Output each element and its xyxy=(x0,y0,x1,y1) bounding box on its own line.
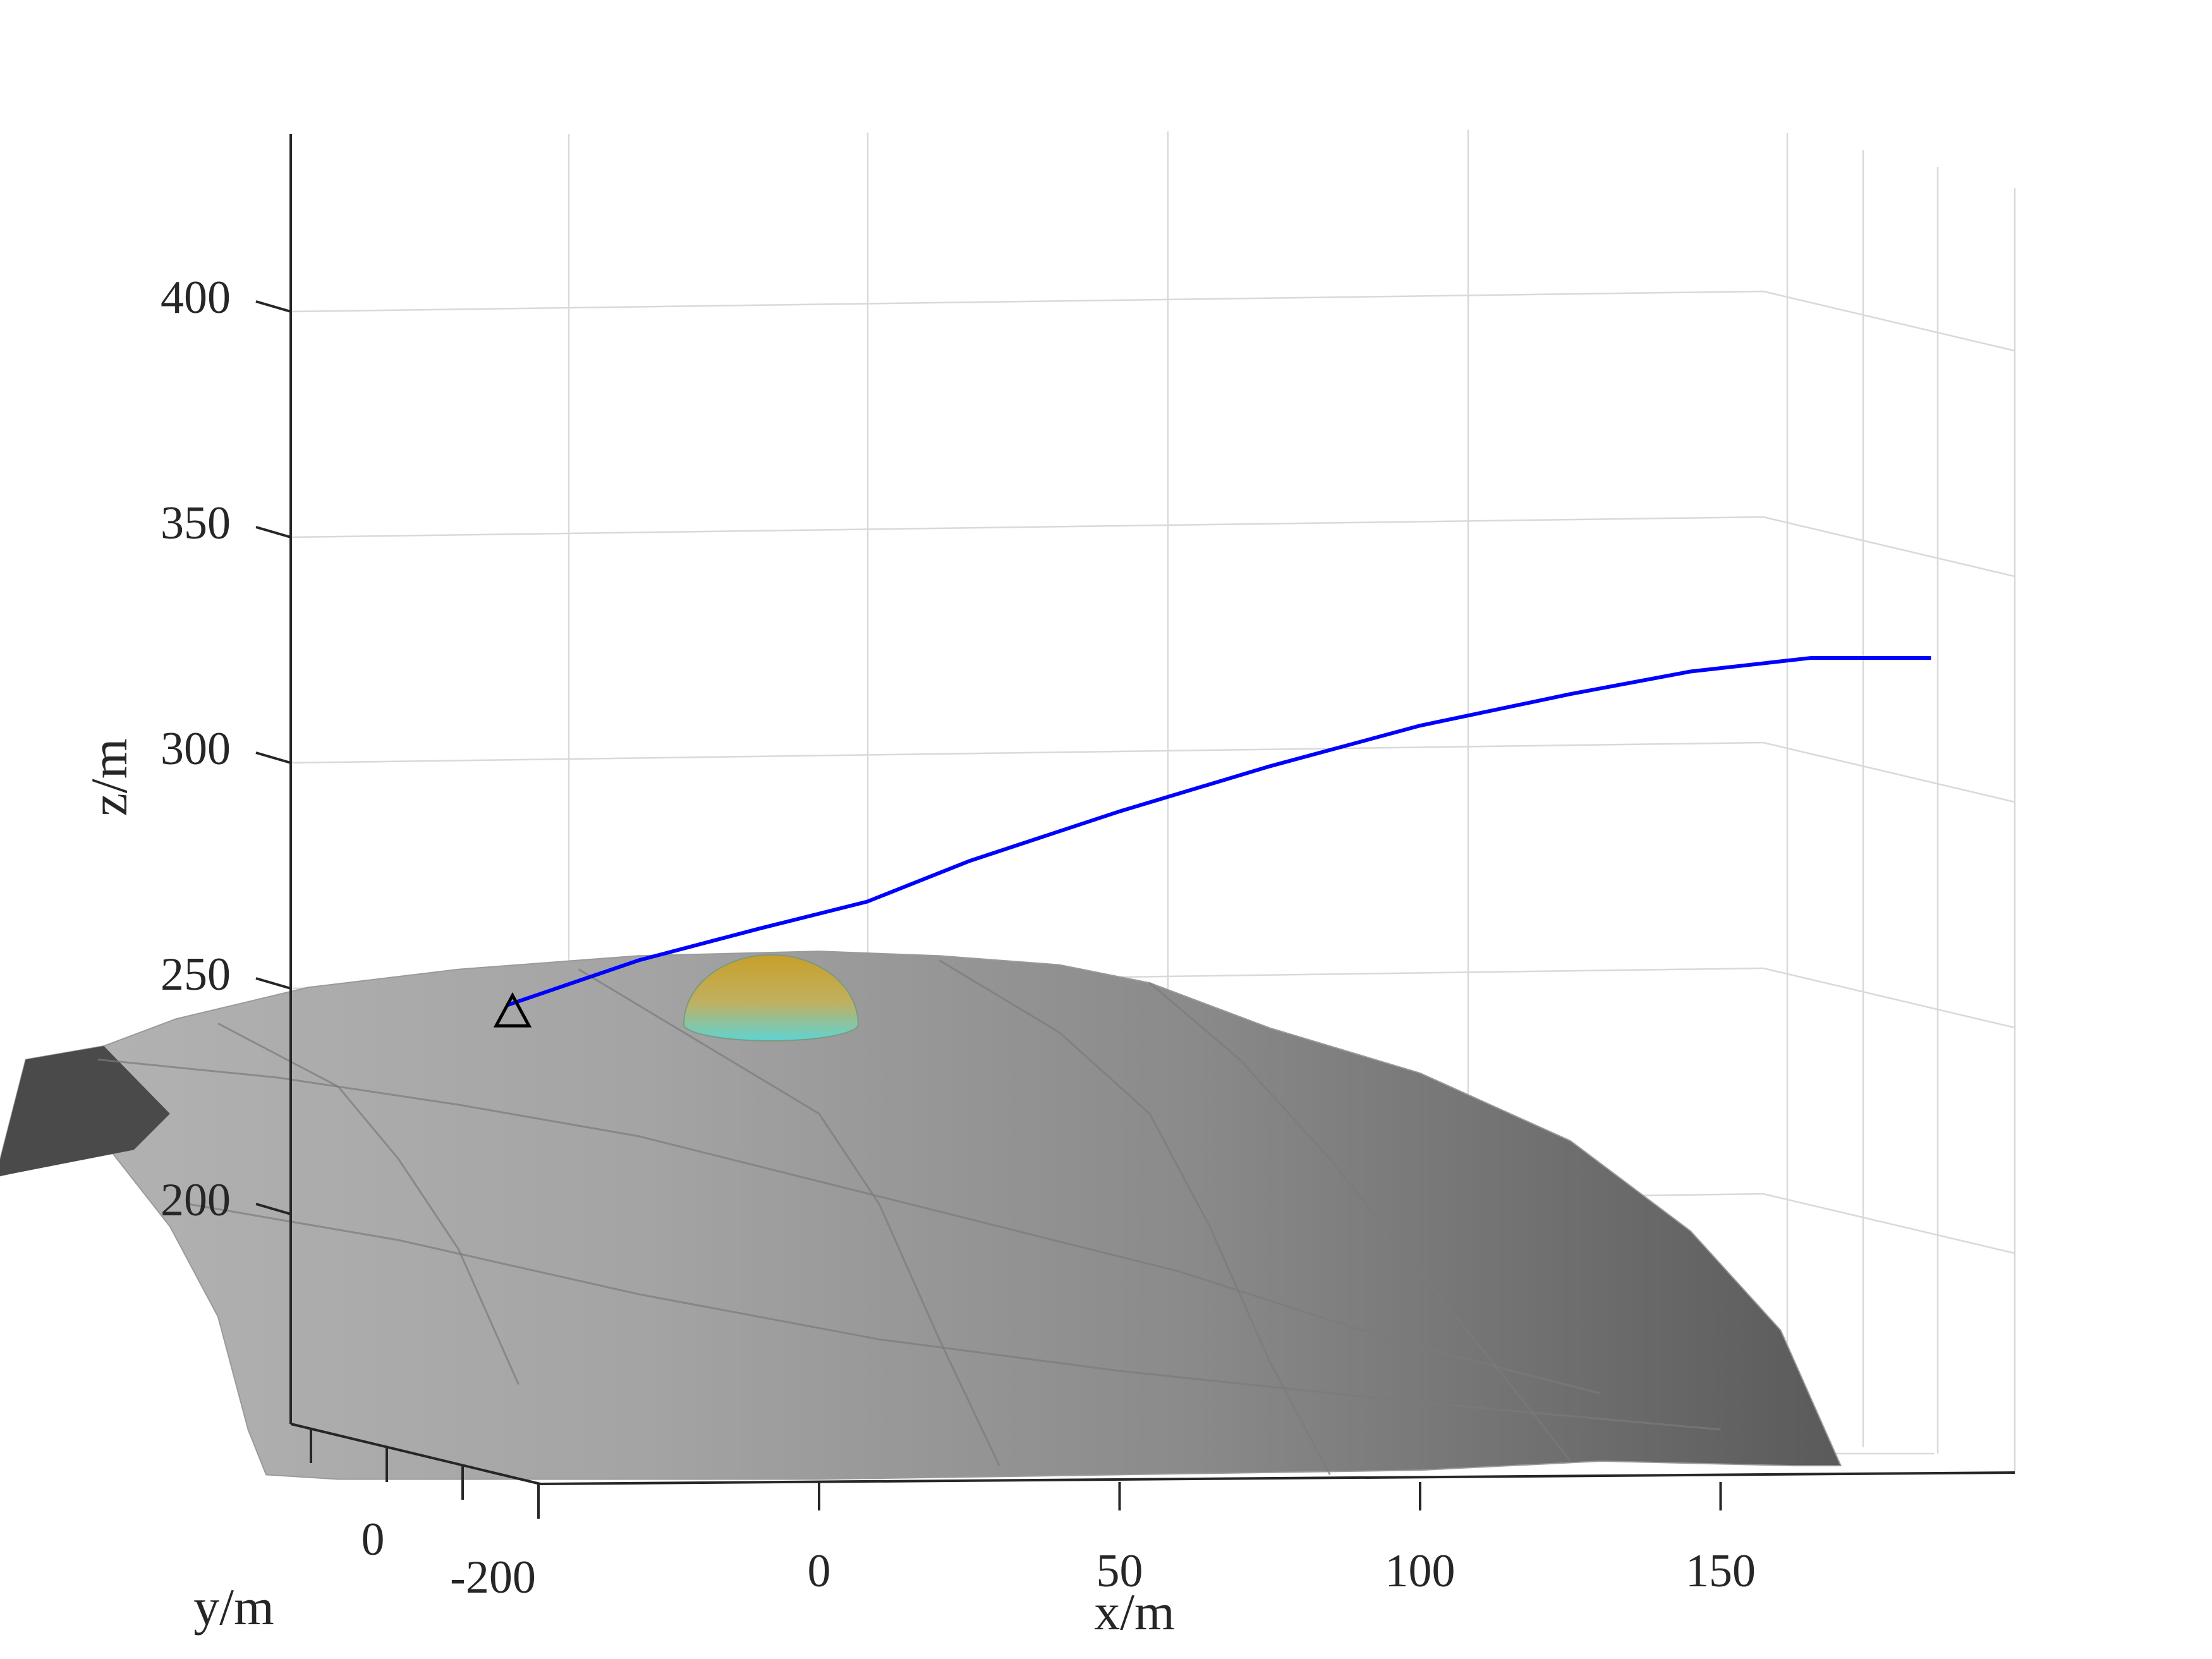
grid-line xyxy=(1763,290,2015,352)
z-tick xyxy=(255,1203,291,1215)
grid-line xyxy=(290,290,1764,313)
trajectory-series xyxy=(506,656,1931,1007)
z-tick xyxy=(255,526,291,538)
y-tick-label: 0 xyxy=(362,1514,385,1565)
z-tick xyxy=(255,751,291,764)
start-marker-triangle xyxy=(493,992,532,1028)
start-markers xyxy=(493,992,532,1028)
z-tick xyxy=(255,300,291,313)
y-axis-label: y/m xyxy=(193,1578,274,1636)
y-tick-label: -200 xyxy=(450,1552,536,1603)
terrain-edge-facet xyxy=(0,1046,170,1176)
x-tick-label: 100 xyxy=(1385,1545,1455,1597)
z-tick-label: 250 xyxy=(161,949,231,1000)
grid-line xyxy=(290,516,1764,538)
terrain-mesh-line xyxy=(217,1023,520,1385)
terrain-mesh-line xyxy=(188,1203,1721,1431)
grid-line xyxy=(290,741,1764,764)
x-tick-label: 0 xyxy=(808,1545,831,1597)
terrain-surface xyxy=(0,951,1842,1480)
y-axis-line xyxy=(290,1423,541,1485)
axis-labels: z/m x/m y/m 200 250 300 350 400 0 50 100 150 0 -20… xyxy=(80,272,1756,1641)
terrain-mesh-line xyxy=(97,1059,1601,1395)
terrain-body xyxy=(0,951,1842,1480)
axes xyxy=(255,134,2015,1519)
grid-line xyxy=(1763,1193,2015,1255)
z-tick xyxy=(255,977,291,990)
x-axis-line xyxy=(540,1471,2015,1485)
terrain-mesh-line xyxy=(939,959,1331,1476)
z-tick-label: 300 xyxy=(161,723,231,775)
trajectory-line xyxy=(506,656,1931,1007)
x-tick-label: 50 xyxy=(1097,1545,1143,1597)
grid-line xyxy=(1763,741,2015,803)
z-tick-label: 200 xyxy=(161,1174,231,1226)
z-axis-label: z/m xyxy=(80,739,138,817)
terrain-mesh-line xyxy=(1149,981,1571,1462)
x-tick-label: 150 xyxy=(1686,1545,1756,1597)
z-tick-label: 400 xyxy=(161,272,231,324)
z-tick-label: 350 xyxy=(161,497,231,549)
dome-obstacle xyxy=(683,954,859,1042)
terrain-mesh-line xyxy=(578,968,1000,1466)
x-axis-label: x/m xyxy=(1094,1583,1175,1641)
grid-line xyxy=(1763,516,2015,578)
grid-line xyxy=(1763,967,2015,1029)
obstacle-dome xyxy=(683,954,859,1042)
